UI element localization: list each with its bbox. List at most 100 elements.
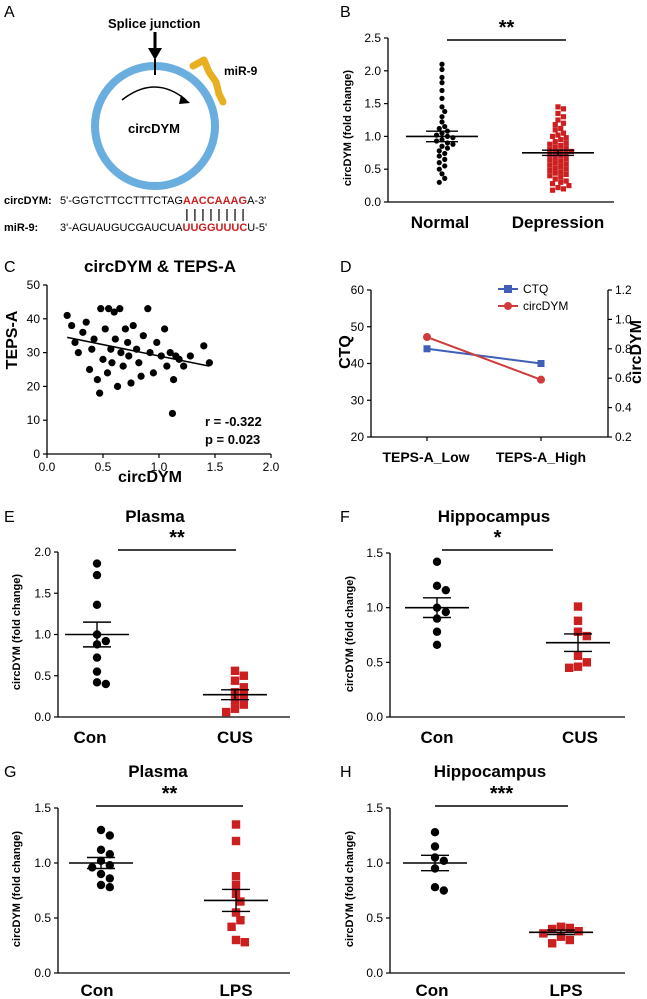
panel-e-point [92,600,102,609]
panel-c: C circDYM & TEPS-A TEPS-A circDYM r = -0… [4,257,280,486]
panel-g-point [105,874,115,883]
panel-e-point [239,671,249,680]
panel-h-point [430,842,440,851]
panel-letter-h: H [340,764,352,781]
panel-d-ylabel-left: CTQ [337,335,354,369]
panel-e-significance: ** [169,527,185,549]
panel-f-point [564,663,574,672]
panel-c-point [153,338,161,347]
panel-c-point [135,359,143,367]
panel-g-y-tick-label: 0.0 [34,966,51,980]
panel-b-y-tick-label: 2.0 [364,64,381,78]
panel-e-point [92,570,102,580]
panel-e-point [101,636,111,646]
panel-h-point [556,932,566,941]
panel-e-point [221,707,231,717]
panel-b-point [552,139,558,145]
panel-h-title: Hippocampus [434,762,546,781]
panel-c-point [79,328,87,336]
panel-b-category-depression: Depression [512,213,605,232]
panel-c-point [90,335,98,343]
panel-h-plot: 0.0 0.5 1.0 1.5 [366,801,625,980]
panel-c-point [105,305,113,313]
panel-b-point [436,160,442,166]
panel-b-point [558,125,564,132]
panel-f-point [573,627,583,636]
circdym-center-label: circDYM [128,121,180,136]
panel-h-point [539,929,548,938]
panel-e-point [92,559,102,568]
panel-g-significance: ** [162,783,178,805]
panel-d-left-tick-label: 60 [351,283,365,297]
panel-c-point [97,305,105,313]
panel-d-right-tick-label: 1.0 [615,312,632,326]
panel-letter-c: C [4,259,16,276]
panel-f-point [432,614,442,623]
panel-g-ylabel: circDYM (fold change) [11,831,23,947]
seq1-name: circDYM: [4,195,52,207]
panel-b-point [552,121,558,128]
panel-f-point [573,616,583,625]
panel-h-point [430,828,440,837]
panel-c-point [161,325,169,333]
panel-letter-b: B [340,4,351,21]
panel-letter-f: F [340,509,350,526]
panel-c-point [82,318,90,326]
panel-b-point [547,162,553,168]
panel-f-significance: * [494,527,502,549]
panel-c-ylabel: TEPS-A [4,310,21,369]
panel-g-point [231,872,241,881]
panel-b-point [439,114,445,120]
panel-letter-a: A [4,4,15,21]
panel-f-category-con: Con [420,728,453,747]
panel-c-x-tick-label: 2.0 [263,460,280,474]
panel-d-left-tick-label: 30 [351,393,365,407]
panel-h-y-tick-label: 1.5 [366,801,383,815]
panel-f-point [441,607,451,617]
panel-letter-d: D [340,259,352,276]
panel-b-point [563,178,569,184]
panel-b-point [563,166,569,172]
panel-f-ylabel: circDYM (fold change) [344,576,356,692]
panel-e-y-tick-label: 0.5 [34,669,51,683]
panel-b-point [439,61,445,67]
panel-b-point [547,173,553,179]
panel-b-point [439,171,445,177]
panel-b-plot: 0.0 0.5 1.0 1.5 2.0 2.5 [364,31,614,209]
panel-b-point [442,163,448,169]
panel-d-left-tick-label: 50 [351,320,365,334]
legend-circdym-marker [504,302,512,310]
panel-c-point [149,369,157,377]
panel-b-point [552,160,558,166]
panel-c-point [108,359,116,367]
panel-g-point [231,908,241,917]
panel-h-y-tick-label: 0.0 [366,966,383,980]
panel-g-point [231,935,241,945]
panel-c-point [74,349,82,357]
panel-g-point [236,916,245,925]
panel-g-point [105,831,115,840]
panel-h-point [574,927,583,936]
panel-d-ctq-line [426,347,542,365]
panel-g-category-lps: LPS [219,981,252,999]
panel-e-point [92,653,102,662]
panel-g-point [236,897,245,906]
panel-c-point [168,409,177,418]
panel-d-right-tick-label: 0.2 [615,430,632,444]
panel-f-y-tick-label: 1.0 [366,601,383,615]
panel-b-point [560,130,567,136]
panel-e-category-cus: CUS [217,728,253,747]
panel-f-point [582,631,592,641]
panel-b-point [555,110,561,117]
panel-b-point [439,95,445,101]
panel-b-point [560,114,567,120]
panel-b-point [563,171,569,178]
panel-f-y-tick-label: 0.0 [366,710,383,724]
panel-b-point [547,141,553,147]
panel-d-right-tick-label: 1.2 [615,283,632,297]
panel-b-point [566,183,572,189]
panel-b-point [563,156,569,162]
seq1-sequence: 5'-GGTCTTCCTTTCTAGAACCAAAGA-3' [60,195,266,207]
panel-c-point [125,352,133,360]
panel-b-point [442,108,448,115]
